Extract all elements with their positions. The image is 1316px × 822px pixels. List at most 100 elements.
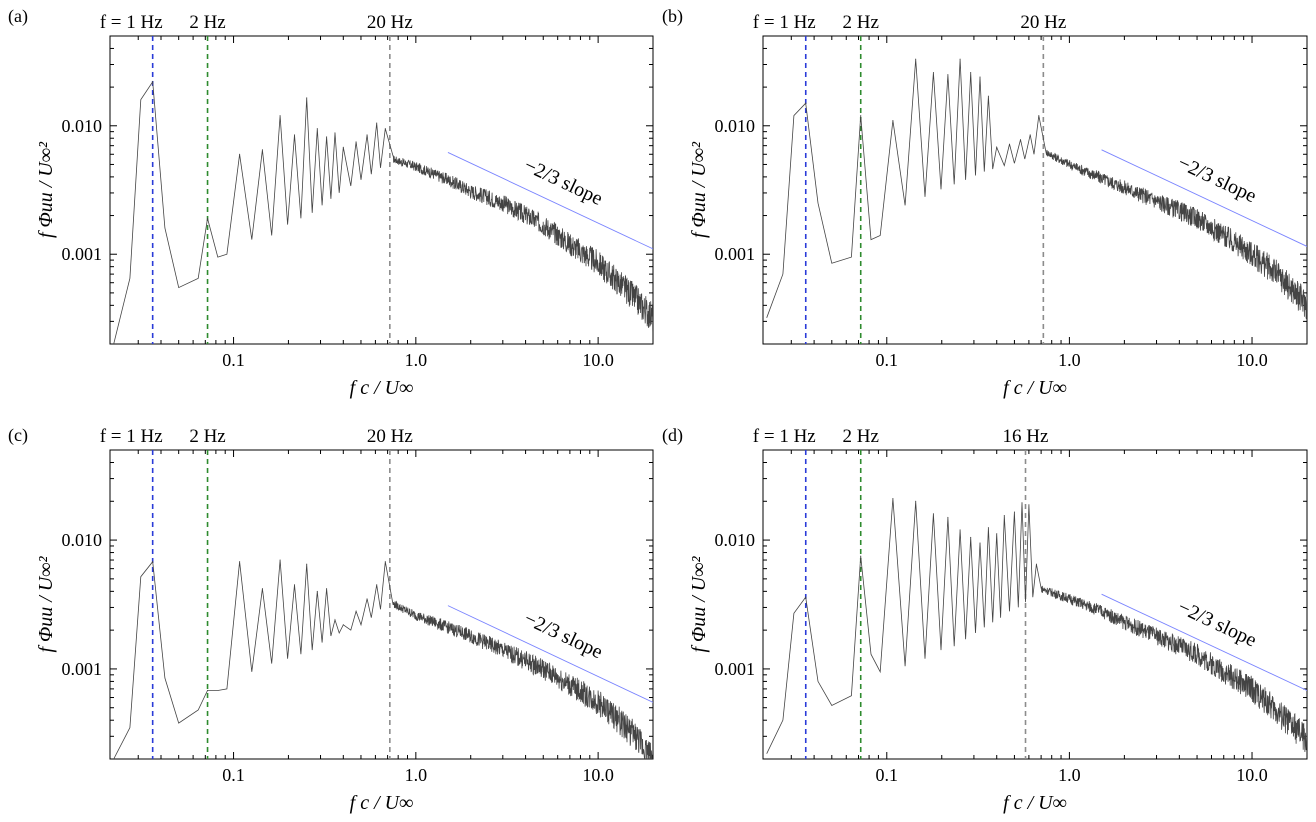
frequency-marker-label: f = 1 Hz (753, 426, 816, 447)
frequency-marker-label: 2 Hz (843, 12, 879, 33)
spectrum-peak-point (1021, 502, 1023, 504)
spectrum-peak-point (207, 217, 209, 219)
spectrum-peak-point (334, 132, 336, 134)
spectrum-peak-point (355, 141, 357, 143)
spectrum-peak-point (1028, 504, 1030, 506)
spectrum-peak-point (1003, 515, 1005, 517)
spectrum-series (766, 59, 1307, 320)
spectrum-peak-point (947, 74, 949, 76)
slope-label: −2/3 slope (521, 154, 607, 210)
slope-label: −2/3 slope (1174, 152, 1260, 208)
spectrum-peak-point (970, 536, 972, 538)
panel-label: (c) (8, 425, 28, 446)
spectrum-peak-point (979, 542, 981, 544)
slope-reference-line (1101, 149, 1307, 247)
spectrum-peak-point (860, 555, 862, 557)
frequency-marker-label: 20 Hz (367, 426, 413, 447)
slope-reference-line (447, 152, 653, 250)
x-tick-label: 0.1 (876, 350, 899, 370)
y-tick-label: 0.010 (62, 116, 103, 136)
x-axis-label: f c / U∞ (350, 377, 414, 399)
panel-label: (b) (662, 6, 683, 27)
x-axis-label: f c / U∞ (1003, 792, 1067, 814)
spectrum-peak-point (1038, 115, 1040, 117)
slope-label: −2/3 slope (521, 608, 607, 664)
spectrum-peak-point (932, 513, 934, 515)
spectrum-peak-point (306, 563, 308, 565)
spectrum-series (113, 80, 653, 344)
spectrum-peak-point (947, 516, 949, 518)
spectrum-peak-point (207, 690, 209, 692)
spectrum-peak-point (1009, 143, 1011, 145)
spectrum-peak-point (915, 500, 917, 502)
y-axis-label: f Φuu / U∞² (688, 141, 710, 238)
x-tick-label: 10.0 (1236, 765, 1268, 785)
y-axis-label: f Φuu / U∞² (688, 555, 710, 652)
spectrum-peak-point (996, 146, 998, 148)
spectrum-peak-point (932, 71, 934, 73)
spectrum-peak-point (152, 81, 154, 83)
spectrum-peak-point (342, 146, 344, 148)
spectrum-peak-point (294, 134, 296, 136)
slope-reference-line (447, 605, 653, 703)
spectrum-peak-point (261, 588, 263, 590)
x-tick-label: 0.1 (222, 350, 245, 370)
spectrum-peak-point (892, 498, 894, 500)
panel-label: (d) (662, 425, 683, 446)
spectrum-peak-point (355, 610, 357, 612)
spectrum-peak-point (805, 596, 807, 598)
x-tick-label: 0.1 (876, 765, 899, 785)
frequency-marker-label: 16 Hz (1003, 426, 1049, 447)
x-tick-label: 1.0 (405, 350, 428, 370)
x-tick-label: 0.1 (222, 765, 245, 785)
y-tick-label: 0.001 (62, 244, 103, 264)
panel-label: (a) (8, 6, 28, 27)
frequency-marker-label: 2 Hz (189, 12, 225, 33)
spectrum-peak-point (342, 624, 344, 626)
frequency-marker-label: 2 Hz (189, 426, 225, 447)
frequency-marker-label: f = 1 Hz (753, 12, 816, 33)
spectrum-peak-point (959, 529, 961, 531)
spectrum-peak-point (1020, 139, 1022, 141)
plot-frame (109, 35, 654, 345)
y-tick-label: 0.001 (715, 244, 756, 264)
spectrum-peak-point (1013, 511, 1015, 513)
y-tick-label: 0.010 (715, 530, 756, 550)
spectrum-series (766, 498, 1307, 754)
spectrum-peak-point (306, 97, 308, 99)
x-tick-label: 10.0 (582, 350, 614, 370)
x-tick-label: 1.0 (405, 765, 428, 785)
spectrum-peak-point (860, 115, 862, 117)
y-axis-label: f Φuu / U∞² (35, 555, 57, 652)
spectrum-peak-point (334, 619, 336, 621)
spectrum-peak-point (1035, 563, 1037, 565)
frequency-marker-label: 20 Hz (1020, 12, 1066, 33)
x-axis-label: f c / U∞ (1003, 377, 1067, 399)
spectrum-peak-point (326, 136, 328, 138)
spectrum-peak-point (279, 115, 281, 117)
slope-label: −2/3 slope (1174, 596, 1260, 652)
plot-frame (762, 35, 1308, 345)
spectrum-peak-point (326, 588, 328, 590)
spectrum-peak-point (376, 122, 378, 124)
slope-reference-line (1101, 593, 1307, 691)
x-tick-label: 1.0 (1058, 765, 1081, 785)
spectrum-peak-point (316, 590, 318, 592)
spectrum-peak-point (1029, 134, 1031, 136)
y-tick-label: 0.001 (715, 659, 756, 679)
frequency-marker-label: f = 1 Hz (100, 12, 163, 33)
frequency-marker-label: f = 1 Hz (100, 426, 163, 447)
chart-panel: 0.1 1.0 10.0 0.001 0.010 (a) f c / U∞ f Φuu / U… (8, 6, 654, 399)
spectrum-peak-point (316, 128, 318, 130)
spectrum-peak-point (366, 134, 368, 136)
chart-panel: 0.1 1.0 10.0 0.001 0.010 (d) f c / U∞ f Φuu / U… (662, 425, 1308, 814)
spectrum-peak-point (915, 58, 917, 60)
spectrum-peak-point (384, 128, 386, 130)
spectrum-peak-point (805, 102, 807, 104)
spectrum-peak-point (959, 58, 961, 60)
chart-panel: 0.1 1.0 10.0 0.001 0.010 (c) f c / U∞ f Φuu / U… (8, 425, 654, 814)
spectrum-peak-point (996, 533, 998, 535)
plot-frame (762, 449, 1308, 760)
x-tick-label: 10.0 (1236, 350, 1268, 370)
